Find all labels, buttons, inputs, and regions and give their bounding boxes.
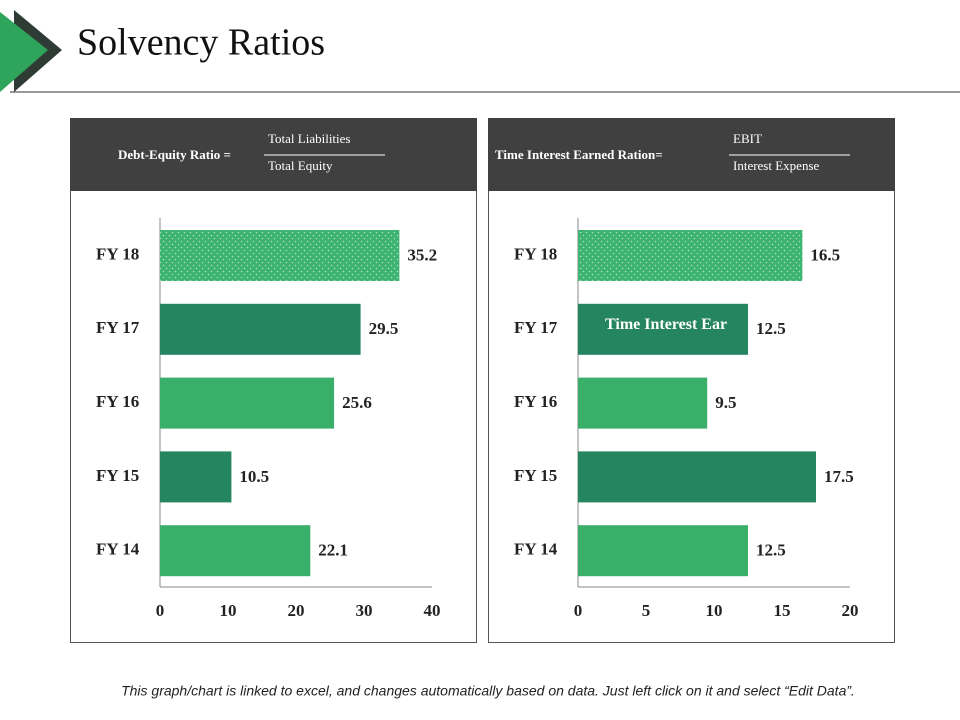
x-tick-label: 15	[774, 601, 791, 620]
bar	[578, 377, 708, 429]
bar	[160, 303, 361, 355]
formula-denominator: Interest Expense	[733, 158, 820, 173]
x-tick-label: 40	[424, 601, 441, 620]
x-tick-label: 20	[842, 601, 859, 620]
x-tick-label: 0	[574, 601, 583, 620]
value-label: 12.5	[756, 541, 786, 560]
bar	[160, 451, 232, 503]
bar	[578, 451, 816, 503]
value-label: 9.5	[715, 393, 736, 412]
x-tick-label: 5	[642, 601, 651, 620]
y-tick-label: FY 18	[96, 244, 139, 263]
value-label: 29.5	[369, 319, 399, 338]
x-tick-label: 20	[288, 601, 305, 620]
y-tick-label: FY 15	[96, 466, 139, 485]
y-tick-label: FY 18	[514, 244, 557, 263]
y-tick-label: FY 15	[514, 466, 557, 485]
value-label: 12.5	[756, 319, 786, 338]
formula-label: Time Interest Earned Ration=	[495, 147, 663, 162]
arrow-green	[0, 12, 48, 92]
bar	[578, 303, 748, 355]
value-label: 10.5	[239, 467, 269, 486]
value-label: 16.5	[810, 245, 840, 264]
bar	[578, 525, 748, 577]
slide-title: Solvency Ratios	[77, 22, 325, 64]
value-label: 22.1	[318, 541, 348, 560]
annotation: Time Interest Ear	[605, 316, 727, 333]
bar	[578, 230, 803, 281]
formula-label: Debt-Equity Ratio =	[118, 147, 231, 162]
y-tick-label: FY 14	[96, 540, 140, 559]
bar	[160, 230, 400, 281]
x-tick-label: 0	[156, 601, 165, 620]
bar	[160, 525, 311, 577]
footnote: This graph/chart is linked to excel, and…	[121, 683, 855, 699]
value-label: 35.2	[407, 245, 437, 264]
y-tick-label: FY 17	[514, 318, 558, 337]
y-tick-label: FY 16	[514, 392, 557, 411]
x-tick-label: 10	[706, 601, 723, 620]
x-tick-label: 10	[220, 601, 237, 620]
y-tick-label: FY 16	[96, 392, 139, 411]
formula-denominator: Total Equity	[268, 158, 333, 173]
formula-numerator: Total Liabilities	[268, 131, 351, 146]
y-tick-label: FY 17	[96, 318, 140, 337]
formula-numerator: EBIT	[733, 131, 762, 146]
value-label: 17.5	[824, 467, 854, 486]
bar	[160, 377, 335, 429]
y-tick-label: FY 14	[514, 540, 558, 559]
value-label: 25.6	[342, 393, 372, 412]
x-tick-label: 30	[356, 601, 373, 620]
